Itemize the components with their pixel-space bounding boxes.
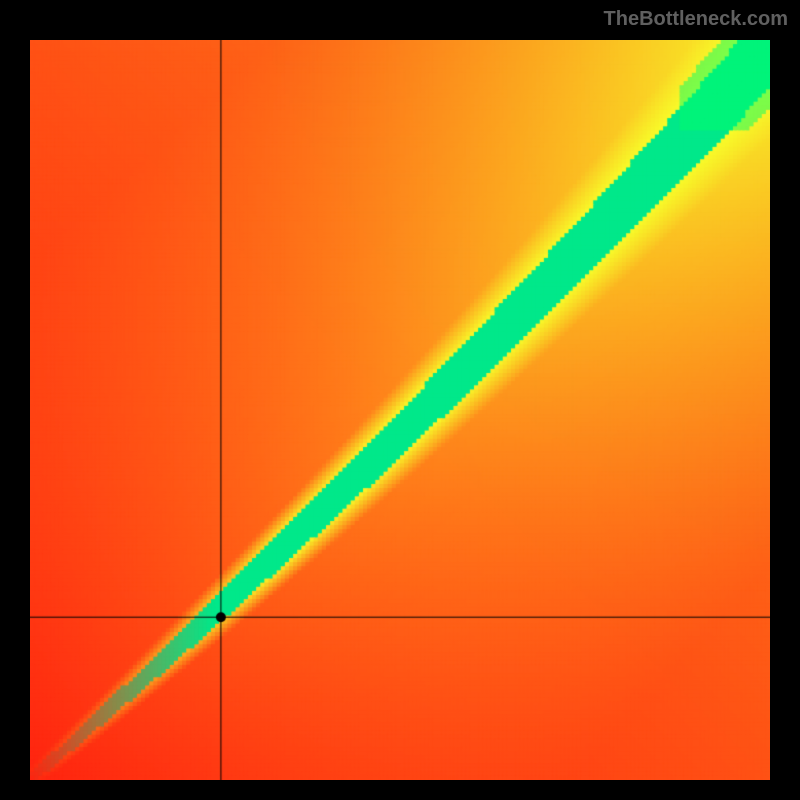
bottleneck-heatmap [30,40,770,780]
heatmap-canvas [30,40,770,780]
watermark-text: TheBottleneck.com [604,8,788,31]
